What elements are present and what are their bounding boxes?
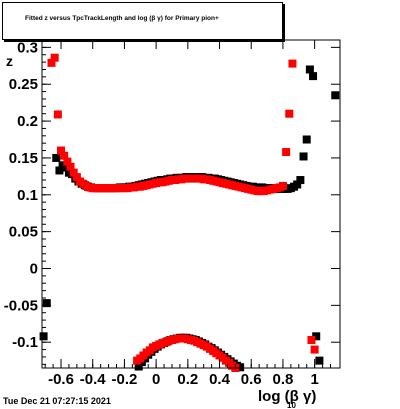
y-tick-label: 0.3: [17, 39, 38, 56]
data-point: [305, 65, 314, 74]
data-point: [296, 176, 305, 185]
data-point: [72, 173, 81, 182]
y-tick-label: 0.1: [17, 187, 38, 204]
data-point: [307, 335, 316, 344]
data-point: [61, 163, 70, 172]
data-point: [55, 166, 64, 175]
data-point: [331, 91, 340, 100]
data-point: [60, 151, 69, 160]
y-tick-label: 0.15: [9, 150, 38, 167]
x-tick-label: 0.6: [241, 371, 262, 388]
data-point: [282, 148, 291, 157]
x-tick-label: -0.6: [48, 371, 74, 388]
x-tick-label: -0.4: [80, 371, 107, 388]
data-point: [42, 299, 51, 308]
data-point: [53, 110, 62, 119]
x-tick-label: 0.4: [209, 371, 231, 388]
data-point: [50, 53, 59, 62]
data-point: [278, 181, 287, 190]
x-axis-label: log (β γ): [258, 388, 316, 405]
y-tick-label: -0.1: [12, 334, 38, 351]
x-axis-label-subscript: 10: [287, 401, 296, 409]
data-point: [47, 58, 56, 67]
data-point: [309, 72, 318, 81]
data-point: [302, 135, 311, 144]
x-tick-label: 0: [152, 371, 160, 388]
plot-frame: [41, 39, 341, 369]
data-point: [293, 180, 302, 189]
data-point: [312, 332, 321, 341]
x-tick-label: 0.8: [273, 371, 294, 388]
data-point: [299, 152, 308, 161]
y-tick-label: 0.05: [9, 224, 38, 241]
y-tick-label: 0.2: [17, 113, 38, 130]
data-point: [134, 362, 143, 371]
data-point: [236, 363, 245, 372]
data-points: [39, 53, 340, 372]
title-box: Fitted z versus TpcTrackLength and log (…: [2, 2, 283, 40]
timestamp-footer: Tue Dec 21 07:27:15 2021: [3, 396, 111, 406]
x-tick-label: 0.2: [177, 371, 198, 388]
data-point: [63, 157, 72, 166]
data-point: [285, 109, 294, 118]
data-point: [315, 356, 324, 365]
y-tick-label: 0.25: [9, 76, 38, 93]
y-tick-label: -0.05: [4, 297, 38, 314]
y-tick-labels: -0.1 -0.05 0 0.05 0.1 0.15 0.2 0.25 0.3: [4, 39, 38, 351]
x-tick-label: -0.2: [111, 371, 137, 388]
data-point: [52, 153, 61, 162]
data-point: [288, 59, 297, 68]
data-point: [57, 146, 66, 155]
y-tick-label: 0: [30, 260, 38, 277]
axis-ticks: [42, 40, 340, 368]
y-axis-label: z: [6, 53, 13, 69]
chart-title: Fitted z versus TpcTrackLength and log (…: [25, 15, 219, 22]
data-point: [39, 332, 48, 341]
x-tick-label: 1: [310, 371, 318, 388]
data-point: [66, 162, 75, 171]
data-point: [69, 168, 78, 177]
x-tick-labels: -0.6 -0.4 -0.2 0 0.2 0.4 0.6 0.8 1: [48, 371, 319, 388]
data-point: [310, 345, 319, 354]
